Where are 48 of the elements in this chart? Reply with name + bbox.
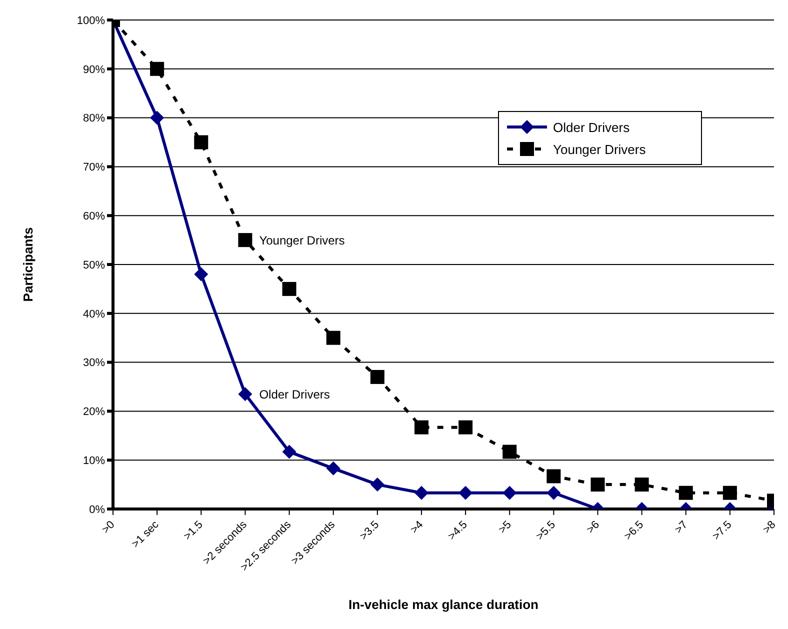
y-tick-label: 80% xyxy=(82,112,106,125)
y-tick-label: 70% xyxy=(82,162,106,174)
annotation: Younger Drivers xyxy=(259,233,345,248)
x-tick-label: >0 xyxy=(100,518,118,536)
point xyxy=(546,486,561,500)
point xyxy=(150,62,164,76)
y-tick-label: 60% xyxy=(82,210,106,223)
point xyxy=(458,486,473,500)
annotation: Older Drivers xyxy=(259,387,330,402)
y-tick-label: 30% xyxy=(82,357,106,370)
y-tick-label: 10% xyxy=(82,455,106,468)
y-tick-label: 20% xyxy=(82,406,106,418)
point xyxy=(678,486,693,500)
y-tick-label: 90% xyxy=(82,64,106,76)
x-axis-title: In-vehicle max glance duration xyxy=(348,597,539,612)
x-tick-label: >8 xyxy=(760,518,778,536)
point xyxy=(634,478,649,492)
x-tick-label: >4 xyxy=(408,518,426,536)
point xyxy=(326,461,340,476)
point xyxy=(370,478,384,492)
point xyxy=(722,486,737,500)
y-tick-label: 40% xyxy=(82,308,106,320)
legend-label: Older Drivers xyxy=(553,120,630,134)
y-axis-title: Participants xyxy=(20,227,36,302)
x-tick-label: >1 sec xyxy=(130,518,162,550)
point xyxy=(546,469,561,484)
x-tick-label: >5 xyxy=(496,518,514,536)
point xyxy=(326,330,340,345)
point xyxy=(150,110,164,125)
point xyxy=(458,420,473,434)
point xyxy=(502,444,517,459)
point xyxy=(238,387,252,402)
legend-label: Younger Drivers xyxy=(553,142,646,156)
point xyxy=(194,135,208,150)
y-tick-label: 0% xyxy=(89,504,106,516)
y-tick-label: 100% xyxy=(76,14,106,27)
y-tick-label: 50% xyxy=(82,259,106,272)
point xyxy=(414,420,428,434)
point xyxy=(590,478,605,492)
x-tick-label: >7 xyxy=(672,518,690,536)
point xyxy=(282,444,296,459)
point xyxy=(194,267,208,282)
point xyxy=(282,282,296,296)
point xyxy=(414,486,428,500)
point xyxy=(238,233,252,248)
point xyxy=(502,486,517,500)
point xyxy=(370,370,384,384)
x-tick-label: >6 xyxy=(584,518,602,536)
